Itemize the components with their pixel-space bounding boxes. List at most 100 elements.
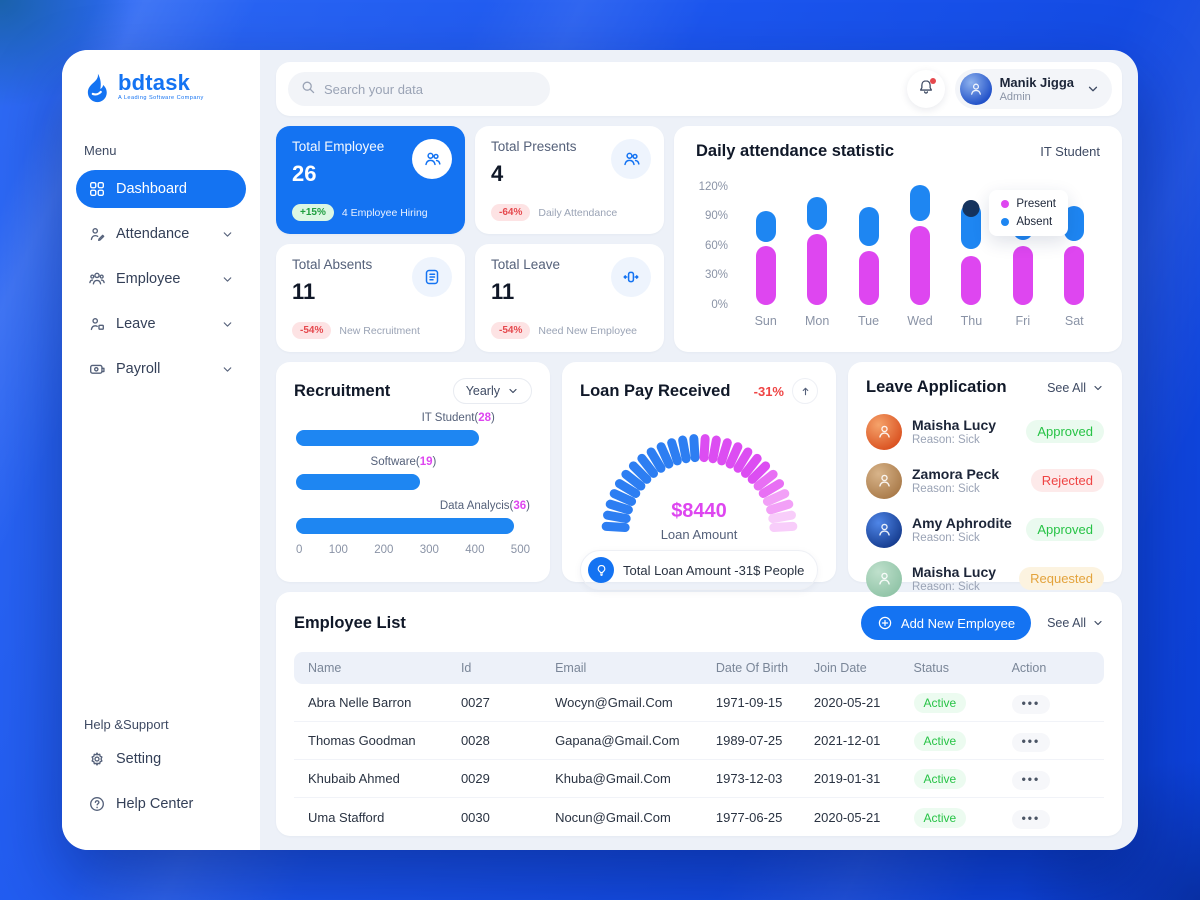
employee-see-all[interactable]: See All: [1047, 616, 1104, 630]
search-input[interactable]: [324, 81, 538, 97]
employee-list-title: Employee List: [294, 613, 406, 632]
menu-section-label: Menu: [84, 143, 117, 158]
recruitment-count: 28: [478, 412, 492, 424]
sidebar-item-setting[interactable]: Setting: [76, 740, 246, 778]
add-new-employee-button[interactable]: Add New Employee: [860, 606, 1032, 640]
column-header-name: Name: [308, 661, 342, 675]
stat-title: Total Employee: [292, 139, 385, 154]
y-tick-label: 30%: [704, 269, 728, 282]
attendance-bar-absent-sat[interactable]: [1064, 205, 1085, 241]
arrow-up-button[interactable]: [792, 378, 818, 404]
table-row[interactable]: Abra Nelle Barron 0027 Wocyn@Gmail.Com 1971…: [294, 684, 1104, 722]
table-row[interactable]: Thomas Goodman 0028 Gapana@Gmail.Com 1989-0…: [294, 722, 1104, 760]
x-tick-label: Sat: [1064, 314, 1084, 328]
row-actions-button[interactable]: •••: [1011, 809, 1051, 829]
x-tick-label: 500: [510, 544, 530, 556]
sidebar-item-label: Dashboard: [116, 181, 187, 197]
leave-application-row[interactable]: Amy Aphrodite Reason: Sick Approved: [866, 505, 1104, 554]
user-menu[interactable]: Manik Jigga Admin: [954, 69, 1112, 109]
attendance-bar-present-wed[interactable]: [910, 226, 930, 305]
y-tick-label: 90%: [704, 210, 728, 223]
attendance-bar-present-sat[interactable]: [1064, 245, 1085, 305]
attendance-bar-present-tue[interactable]: [858, 250, 879, 305]
leave-status-badge: Requested: [1019, 567, 1104, 590]
sidebar-item-attendance[interactable]: Attendance: [76, 215, 246, 253]
attendance-bar-absent-wed[interactable]: [910, 184, 930, 222]
column-header-date-of-birth: Date Of Birth: [715, 661, 789, 675]
recruitment-bar-it-student[interactable]: [296, 430, 479, 446]
applicant-avatar: [866, 511, 902, 548]
search-bar[interactable]: [288, 72, 550, 106]
sidebar-item-label: Employee: [116, 271, 181, 287]
sidebar-item-label: Help Center: [116, 796, 194, 812]
chevron-down-icon: [507, 385, 519, 397]
stat-card-total-employee[interactable]: Total Employee 26 +15% 4 Employee Hiring: [276, 126, 465, 234]
recruitment-period-select[interactable]: Yearly: [452, 378, 532, 404]
leave-application-row[interactable]: Zamora Peck Reason: Sick Rejected: [866, 456, 1104, 505]
attendance-y-axis: 0% 30% 60% 90% 120%: [696, 177, 740, 311]
table-row[interactable]: Khubaib Ahmed 0029 Khuba@Gmail.Com 1973-12-…: [294, 760, 1104, 798]
attendance-bar-present-fri[interactable]: [1012, 245, 1033, 305]
applicant-avatar: [866, 462, 902, 499]
loan-card: Loan Pay Received -31% $8440 Loan Amount: [562, 362, 836, 590]
attendance-bar-absent-sun[interactable]: [755, 210, 776, 242]
row-actions-button[interactable]: •••: [1011, 695, 1051, 714]
leave-reason: Reason: Sick: [912, 434, 980, 447]
leave-panel-title: Leave Application: [866, 378, 1007, 396]
row-actions-button[interactable]: •••: [1011, 733, 1051, 752]
cell-name: Thomas Goodman: [308, 733, 416, 748]
leave-application-row[interactable]: Maisha Lucy Reason: Sick Requested: [866, 554, 1104, 603]
cell-join-date: 2019-01-31: [813, 771, 881, 786]
sidebar-item-help-center[interactable]: Help Center: [76, 785, 246, 823]
stat-card-total-leave[interactable]: Total Leave 11 -54% Need New Employee: [475, 244, 664, 352]
stat-title: Total Presents: [491, 139, 577, 154]
support-section-label: Help &Support: [84, 717, 169, 732]
attendance-bar-present-thu[interactable]: [961, 255, 982, 305]
cell-id: 0030: [460, 809, 490, 825]
sidebar-item-payroll[interactable]: Payroll: [76, 350, 246, 388]
row-actions-button[interactable]: •••: [1011, 771, 1051, 790]
sidebar-item-dashboard[interactable]: Dashboard: [76, 170, 246, 208]
cell-email: Khuba@Gmail.Com: [555, 771, 671, 786]
recruitment-x-axis: 0 100 200 300 400 500: [296, 544, 530, 556]
attendance-bar-present-mon[interactable]: [807, 234, 828, 305]
stat-card-total-presents[interactable]: Total Presents 4 -64% Daily Attendance: [475, 126, 664, 234]
leave-application-list: Maisha Lucy Reason: Sick Approved Zamora Pe…: [866, 407, 1104, 603]
attendance-bar-present-sun[interactable]: [755, 245, 776, 305]
attendance-bar-absent-mon[interactable]: [807, 196, 828, 231]
sidebar-item-employee[interactable]: Employee: [76, 260, 246, 298]
sidebar-item-label: Setting: [116, 751, 162, 767]
plus-circle-icon: [877, 615, 893, 631]
cell-name: Uma Stafford: [308, 809, 385, 825]
y-tick-label: 60%: [704, 239, 728, 252]
recruitment-bar-data-analycis[interactable]: [296, 518, 514, 534]
table-row[interactable]: Uma Stafford 0030 Nocun@Gmail.Com 1977-06-2…: [294, 798, 1104, 836]
cell-join-date: 2021-12-01: [813, 733, 881, 748]
recruitment-bar-label: Software(19): [370, 456, 437, 468]
bell-icon: [917, 78, 935, 101]
chevron-down-icon: [221, 363, 234, 376]
recruitment-bar-software[interactable]: [296, 474, 421, 490]
cell-dob: 1973-12-03: [715, 771, 783, 786]
column-header-email: Email: [555, 661, 587, 675]
leave-status-badge: Approved: [1026, 518, 1104, 541]
recruitment-title: Recruitment: [294, 381, 391, 400]
notification-bell-button[interactable]: [906, 70, 945, 108]
applicant-avatar: [866, 560, 902, 597]
leave-application-row[interactable]: Maisha Lucy Reason: Sick Approved: [866, 407, 1104, 456]
sidebar-item-label: Attendance: [116, 226, 190, 242]
logo: bdtask A Leading Software Company: [76, 72, 246, 113]
attendance-bar-absent-tue[interactable]: [858, 206, 879, 246]
cell-email: Wocyn@Gmail.Com: [555, 695, 673, 710]
status-badge: Active: [913, 769, 967, 789]
column-header-id: Id: [460, 661, 472, 675]
x-tick-label: 100: [328, 544, 348, 556]
stat-description: Need New Employee: [538, 324, 637, 337]
stat-card-total-absents[interactable]: Total Absents 11 -54% New Recruitment: [276, 244, 465, 352]
leave-status-badge: Approved: [1026, 420, 1104, 443]
stat-title: Total Absents: [292, 257, 373, 272]
sidebar-item-leave[interactable]: Leave: [76, 305, 246, 343]
leave-see-all[interactable]: See All: [1047, 381, 1104, 395]
main-content: Manik Jigga Admin Total Employee 26 +15% 4 …: [260, 50, 1138, 850]
stat-description: 4 Employee Hiring: [341, 206, 428, 219]
